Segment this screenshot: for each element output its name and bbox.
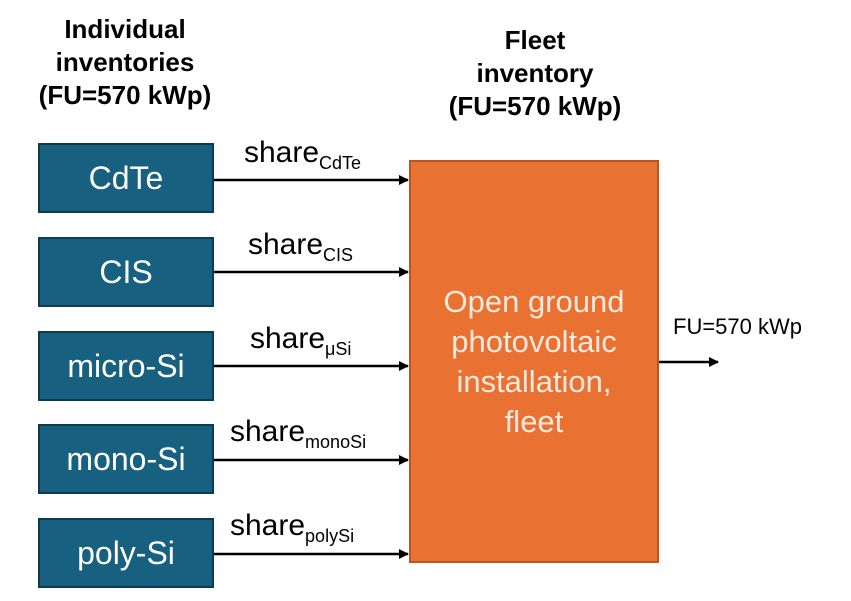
- share-label-poly-si: sharepolySi: [230, 509, 354, 547]
- fleet-installation-box: Open ground photovoltaic installation, f…: [409, 160, 659, 563]
- fleet-box-line: Open ground: [443, 283, 625, 319]
- share-subscript: μSi: [325, 339, 352, 359]
- heading-line: inventories: [55, 47, 195, 77]
- tech-label: poly-Si: [77, 534, 175, 571]
- fleet-box-text: Open ground photovoltaic installation, f…: [444, 282, 625, 442]
- fleet-box-line: fleet: [504, 403, 564, 439]
- tech-box-micro-si: micro-Si: [38, 331, 214, 401]
- share-label-micro-si: shareμSi: [250, 322, 351, 360]
- share-label-cdte: shareCdTe: [244, 136, 361, 174]
- share-word: share: [248, 228, 324, 261]
- heading-line: (FU=570 kWp): [448, 91, 622, 121]
- fleet-box-line: photovoltaic: [451, 323, 617, 359]
- share-subscript: CIS: [323, 245, 354, 265]
- share-subscript: CdTe: [319, 153, 362, 173]
- tech-box-cdte: CdTe: [38, 143, 214, 213]
- share-label-mono-si: sharemonoSi: [230, 415, 366, 453]
- heading-line: (FU=570 kWp): [38, 80, 212, 110]
- share-word: share: [250, 322, 326, 355]
- tech-box-cis: CIS: [38, 237, 214, 307]
- tech-label: CdTe: [88, 159, 164, 196]
- share-word: share: [230, 509, 306, 542]
- tech-label: CIS: [99, 253, 153, 290]
- share-subscript: polySi: [305, 526, 355, 546]
- tech-label: mono-Si: [66, 440, 186, 477]
- share-label-cis: shareCIS: [248, 228, 353, 266]
- individual-inventories-heading: Individual inventories (FU=570 kWp): [10, 13, 240, 112]
- heading-line: Individual: [64, 14, 186, 44]
- tech-box-poly-si: poly-Si: [38, 518, 214, 588]
- fleet-box-line: installation,: [456, 363, 612, 399]
- share-word: share: [230, 415, 306, 448]
- output-label: FU=570 kWp: [673, 314, 802, 339]
- share-word: share: [244, 136, 320, 169]
- tech-box-mono-si: mono-Si: [38, 424, 214, 494]
- fleet-inventory-heading: Fleet inventory (FU=570 kWp): [395, 24, 675, 123]
- heading-line: Fleet: [504, 25, 566, 55]
- share-subscript: monoSi: [305, 432, 367, 452]
- tech-label: micro-Si: [67, 347, 185, 384]
- heading-line: inventory: [476, 58, 594, 88]
